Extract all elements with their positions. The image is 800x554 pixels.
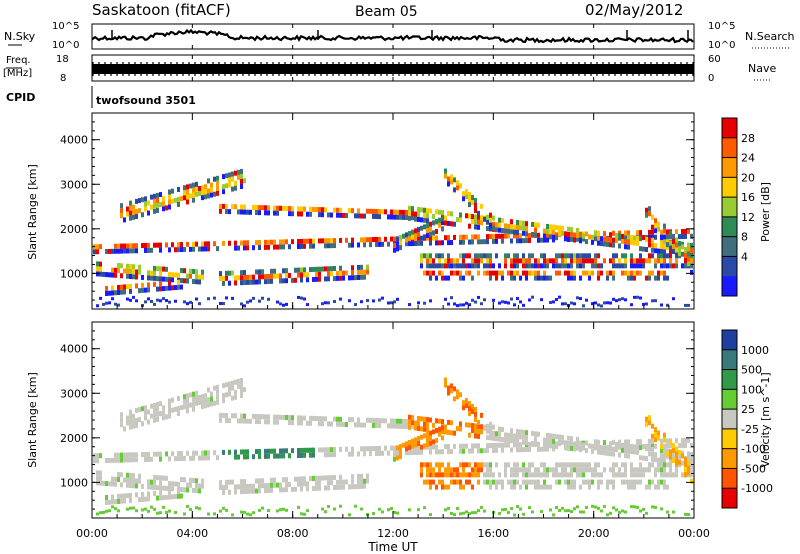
freq-unit-label: [MHz]	[3, 68, 32, 79]
ytick-label: 4000	[60, 134, 88, 147]
ytick-label: 1000	[60, 476, 88, 489]
noise-right-tick-top: 10^5	[708, 21, 735, 32]
velocity-y-axis: 1000 2000 3000 4000	[60, 321, 694, 519]
colorbar-tick-label: 16	[741, 191, 755, 204]
site-title: Saskatoon (fitACF)	[92, 1, 231, 19]
nave-tick-top: 60	[708, 54, 721, 65]
xaxis-label: Time UT	[367, 540, 418, 554]
ytick-label: 4000	[60, 343, 88, 356]
colorbar-tick-label: 4	[741, 250, 748, 263]
colorbar-tick-label: 12	[741, 211, 755, 224]
cpid-label: CPID	[6, 91, 35, 104]
ytick-label: 3000	[60, 387, 88, 400]
colorbar-tick-label: 20	[741, 171, 755, 184]
noise-left-tick-bottom: 10^0	[52, 40, 79, 51]
freq-tick-bottom: 8	[60, 73, 66, 84]
ytick-label: 2000	[60, 432, 88, 445]
noise-right-tick-bottom: 10^0	[708, 40, 735, 51]
cpid-value: twofsound 3501	[96, 94, 196, 107]
colorbar-tick-label: 100	[741, 383, 762, 396]
colorbar-tick-label: 25	[741, 403, 755, 416]
freq-tick-top: 18	[56, 54, 69, 65]
freq-trace-ticks	[92, 62, 694, 76]
colorbar-tick-label: -500	[741, 462, 766, 475]
colorbar-tick-label: 500	[741, 364, 762, 377]
colorbar-tick-label: -25	[741, 423, 759, 436]
xtick-label: 20:00	[578, 527, 610, 540]
colorbar-tick-label: -100	[741, 443, 766, 456]
xtick-label: 08:00	[277, 527, 309, 540]
power-y-axis: 1000 2000 3000 4000	[60, 112, 694, 310]
colorbar-tick-label: 8	[741, 231, 748, 244]
colorbar-tick-label: 1000	[741, 344, 769, 357]
noise-sky-trace	[91, 28, 694, 44]
velocity-heatmap-cells	[93, 377, 693, 517]
freq-label: Freq.	[6, 55, 31, 66]
time-axis: 00:00 04:00 08:00 12:00 16:00 20:00 00:00	[76, 24, 710, 540]
power-ylabel: Slant Range [km]	[26, 164, 39, 260]
power-heatmap-cells	[93, 168, 693, 308]
ytick-label: 3000	[60, 178, 88, 191]
noise-left-tick-top: 10^5	[52, 21, 79, 32]
power-colorbar-label: Power [dB]	[759, 182, 772, 242]
noise-search-label: N.Search	[745, 30, 795, 43]
nave-tick-bottom: 0	[708, 73, 714, 84]
beam-label: Beam 05	[355, 4, 418, 20]
xtick-label: 12:00	[377, 527, 409, 540]
ytick-label: 2000	[60, 223, 88, 236]
colorbar-tick-label: 28	[741, 132, 755, 145]
nave-label: Nave	[748, 62, 776, 75]
xtick-label: 00:00	[76, 527, 108, 540]
velocity-colorbar: 1000 500 100 25 -25 -100 -500 -1000	[721, 329, 773, 509]
velocity-colorbar-label: Velocity [m s^-1]	[759, 372, 772, 467]
colorbar-tick-label: -1000	[741, 482, 773, 495]
xtick-label: 04:00	[176, 527, 208, 540]
colorbar-tick-label: 24	[741, 152, 755, 165]
xtick-label: 00:00	[678, 527, 710, 540]
noise-sky-label: N.Sky	[4, 30, 36, 43]
velocity-ylabel: Slant Range [km]	[26, 372, 39, 468]
date-label: 02/May/2012	[585, 1, 683, 19]
ytick-label: 1000	[60, 267, 88, 280]
power-colorbar: 28 24 20 16 12 8 4	[721, 117, 755, 297]
xtick-label: 16:00	[477, 527, 509, 540]
